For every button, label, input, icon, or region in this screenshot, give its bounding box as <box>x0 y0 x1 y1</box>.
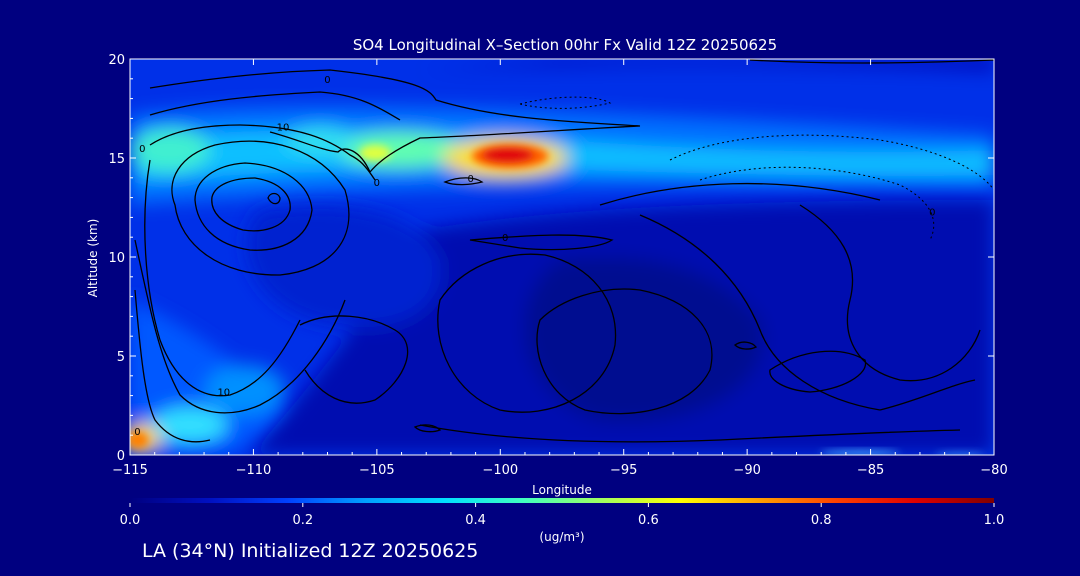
contour-label: 0 <box>134 427 140 438</box>
x-tick-label: −95 <box>610 463 637 478</box>
colorbar <box>130 498 994 503</box>
chart-title: SO4 Longitudinal X–Section 00hr Fx Valid… <box>353 36 777 54</box>
negative-contours <box>519 96 994 241</box>
colorbar-unit: (ug/m³) <box>539 530 584 544</box>
contour-label: 0 <box>139 144 145 155</box>
x-tick-label: −110 <box>236 463 272 478</box>
concentration-core <box>130 144 548 448</box>
y-axis-label: Altitude (km) <box>86 219 100 298</box>
colorbar-tick-label: 0.8 <box>811 513 832 528</box>
x-tick-label: −105 <box>359 463 395 478</box>
x-tick-label: −80 <box>980 463 1007 478</box>
contour-label: 0 <box>467 174 473 185</box>
contour-lines <box>134 59 994 443</box>
x-tick-label: −85 <box>857 463 884 478</box>
y-tick-label: 15 <box>108 152 125 167</box>
footer-caption: LA (34°N) Initialized 12Z 20250625 <box>142 540 479 562</box>
y-tick-label: 0 <box>117 449 125 464</box>
x-axis-label: Longitude <box>532 483 592 497</box>
colorbar-tick-label: 0.2 <box>292 513 313 528</box>
x-axis: −115 −110 −105 −100 −95 −90 −85 −80 <box>112 59 1008 478</box>
contour-labels: 0 10 0 0 0 0 10 0 0 <box>134 75 935 438</box>
contour-label: 0 <box>374 178 380 189</box>
contour-label: 0 <box>324 75 330 86</box>
contour-label: 0 <box>929 207 935 218</box>
contour-label: 10 <box>217 388 230 399</box>
colorbar-tick-label: 0.6 <box>638 513 659 528</box>
y-tick-label: 10 <box>108 251 125 266</box>
x-tick-label: −100 <box>482 463 518 478</box>
y-tick-label: 5 <box>117 350 125 365</box>
colorbar-tick-label: 1.0 <box>984 513 1005 528</box>
colorbar-tick-label: 0.0 <box>120 513 141 528</box>
x-tick-label: −115 <box>112 463 148 478</box>
concentration-field <box>130 105 994 455</box>
y-tick-label: 20 <box>108 53 125 68</box>
plot-area: 0 10 0 0 0 0 10 0 0 <box>130 59 994 455</box>
colorbar-tick-label: 0.4 <box>465 513 486 528</box>
colorbar-ticks: 0.0 0.2 0.4 0.6 0.8 1.0 <box>120 503 1005 528</box>
y-axis: 0 5 10 15 20 <box>108 53 994 464</box>
x-tick-label: −90 <box>733 463 760 478</box>
contour-label: 0 <box>502 233 508 244</box>
contour-label: 10 <box>277 122 290 133</box>
